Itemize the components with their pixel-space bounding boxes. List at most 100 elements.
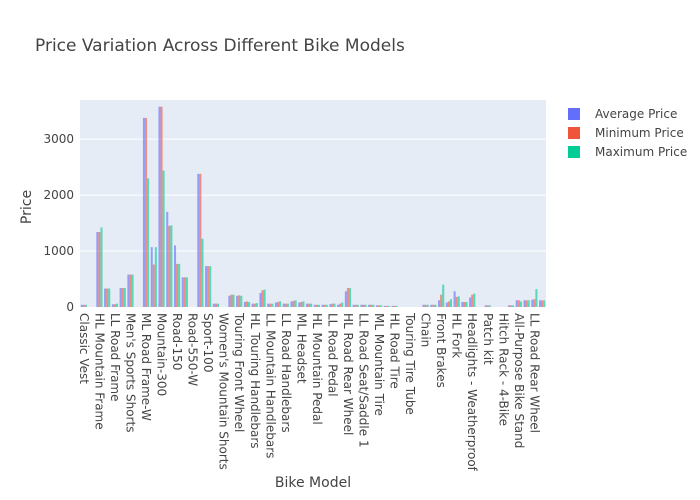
- bar-minimum-price: [315, 304, 318, 307]
- bar-average-price: [274, 302, 278, 307]
- bar-maximum-price: [162, 170, 165, 307]
- bar-average-price: [127, 274, 130, 307]
- bar-maximum-price: [325, 304, 328, 307]
- bar-average-price: [150, 247, 153, 307]
- x-tick-label: LL Road Seat/Saddle 1: [356, 313, 370, 448]
- bar-average-price: [282, 303, 285, 307]
- x-tick-label: Hitch Rack - 4-Bike: [496, 313, 510, 426]
- legend: Average Price Minimum Price Maximum Price: [568, 107, 687, 159]
- bar-average-price: [104, 288, 107, 307]
- bar-minimum-price: [354, 304, 357, 307]
- bar-maximum-price: [201, 238, 204, 307]
- bar-average-price: [391, 305, 394, 307]
- bar-average-price: [111, 304, 114, 307]
- bar-maximum-price: [108, 288, 111, 307]
- bar-maximum-price: [123, 287, 126, 307]
- bar-average-price: [181, 277, 184, 307]
- bar-average-price: [166, 211, 169, 307]
- x-tick-label: Headlights - Weatherproof: [465, 313, 479, 472]
- bar-minimum-price: [183, 277, 186, 307]
- bar-minimum-price: [277, 301, 280, 307]
- bar-maximum-price: [465, 301, 468, 307]
- bar-minimum-price: [346, 287, 349, 307]
- bar-maximum-price: [115, 303, 119, 307]
- bar-maximum-price: [248, 301, 251, 307]
- bar-maximum-price: [488, 305, 491, 307]
- bar-minimum-price: [106, 288, 109, 307]
- bar-minimum-price: [300, 301, 303, 307]
- legend-label: Maximum Price: [595, 145, 687, 159]
- bar-average-price: [96, 232, 99, 307]
- bar-minimum-price: [463, 301, 466, 307]
- bar-maximum-price: [240, 295, 243, 307]
- bar-average-price: [205, 266, 208, 307]
- bar-maximum-price: [442, 284, 445, 307]
- bar-minimum-price: [440, 294, 443, 307]
- x-tick-label: Men's Sports Shorts: [123, 313, 137, 432]
- bar-minimum-price: [525, 300, 528, 307]
- bar-maximum-price: [380, 305, 383, 307]
- bars: [80, 106, 546, 307]
- bar-minimum-price: [284, 303, 287, 307]
- bar-maximum-price: [255, 303, 258, 307]
- bar-average-price: [484, 305, 487, 307]
- bar-minimum-price: [533, 299, 536, 307]
- bar-minimum-price: [486, 305, 489, 307]
- bar-maximum-price: [317, 304, 320, 307]
- bar-average-price: [523, 300, 526, 307]
- x-tick-label: Road-150: [170, 313, 184, 370]
- x-tick-label: LL Road Pedal: [325, 313, 339, 397]
- bar-minimum-price: [292, 300, 295, 307]
- x-tick-label: LL Road Frame: [108, 313, 122, 402]
- bar-maximum-price: [535, 289, 538, 307]
- bar-maximum-price: [527, 300, 530, 307]
- bar-average-price: [321, 304, 324, 307]
- legend-label: Average Price: [595, 107, 677, 121]
- bar-maximum-price: [372, 304, 375, 307]
- x-tick-label: ML Mountain Tire: [372, 313, 386, 416]
- bar-maximum-price: [449, 299, 453, 307]
- bar-average-price: [228, 295, 231, 307]
- bar-minimum-price: [517, 300, 520, 307]
- bar-maximum-price: [232, 294, 235, 307]
- x-tick-label: ML Road Frame-W: [139, 313, 153, 421]
- bar-maximum-price: [302, 301, 305, 307]
- bar-maximum-price: [170, 225, 173, 307]
- bar-average-price: [445, 302, 448, 307]
- bar-average-price: [259, 293, 262, 307]
- bar-average-price: [469, 297, 472, 307]
- bar-maximum-price: [100, 227, 103, 307]
- bar-average-price: [243, 301, 246, 307]
- bar-average-price: [507, 305, 511, 307]
- x-tick-label: All-Purpose Bike Stand: [512, 313, 526, 448]
- bar-average-price: [461, 301, 464, 307]
- bar-minimum-price: [261, 290, 264, 307]
- bar-average-price: [142, 117, 145, 307]
- bar-minimum-price: [308, 303, 311, 307]
- bar-minimum-price: [144, 117, 148, 307]
- bar-maximum-price: [294, 300, 297, 307]
- bar-maximum-price: [310, 303, 313, 307]
- y-tick-label: 3000: [43, 132, 74, 146]
- x-tick-label: Sport-100: [201, 313, 215, 372]
- bar-maximum-price: [387, 305, 390, 307]
- bar-minimum-price: [160, 106, 163, 307]
- y-axis-ticks: 0 1000 2000 3000: [43, 132, 74, 314]
- bar-minimum-price: [168, 225, 171, 307]
- bar-average-price: [212, 303, 215, 307]
- bar-average-price: [438, 300, 441, 307]
- x-tick-label: HL Road Tire: [388, 313, 402, 389]
- bar-average-price: [375, 305, 378, 307]
- bar-average-price: [306, 303, 309, 307]
- bar-maximum-price: [185, 277, 188, 307]
- x-tick-label: HL Touring Handlebars: [248, 313, 262, 449]
- bar-maximum-price: [395, 305, 398, 307]
- bar-minimum-price: [121, 287, 124, 307]
- bar-minimum-price: [393, 305, 396, 307]
- bar-minimum-price: [339, 303, 342, 307]
- plot-area: [80, 100, 546, 307]
- y-axis-title: Price: [19, 190, 35, 224]
- bar-average-price: [236, 295, 239, 307]
- legend-label: Minimum Price: [595, 126, 684, 140]
- bar-minimum-price: [214, 303, 217, 307]
